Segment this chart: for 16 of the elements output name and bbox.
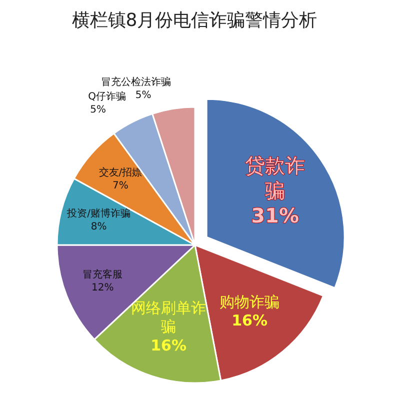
chart-title: 横栏镇8月份电信诈骗警情分析 bbox=[72, 10, 318, 31]
data-label: 12% bbox=[92, 282, 114, 294]
slice-label: 冒充公检法诈骗 bbox=[101, 76, 172, 88]
data-label: 5% bbox=[90, 104, 106, 116]
data-label: 8% bbox=[90, 221, 107, 232]
data-label: 16% bbox=[150, 336, 187, 354]
slice-label: 购物诈骗 bbox=[220, 292, 280, 311]
data-label: 7% bbox=[112, 180, 128, 192]
slice-label: 投资/赌博诈骗 bbox=[66, 207, 130, 220]
slice-label: 网络刷单诈骗 bbox=[131, 298, 206, 336]
slice-label: Q仔诈骗 bbox=[88, 90, 126, 103]
data-label: 5% bbox=[135, 90, 152, 101]
slice-label: 冒充客服 bbox=[82, 268, 123, 281]
data-label: 16% bbox=[232, 312, 268, 330]
slice-label: 贷款诈骗 bbox=[245, 154, 306, 203]
data-label: 31% bbox=[251, 204, 299, 228]
